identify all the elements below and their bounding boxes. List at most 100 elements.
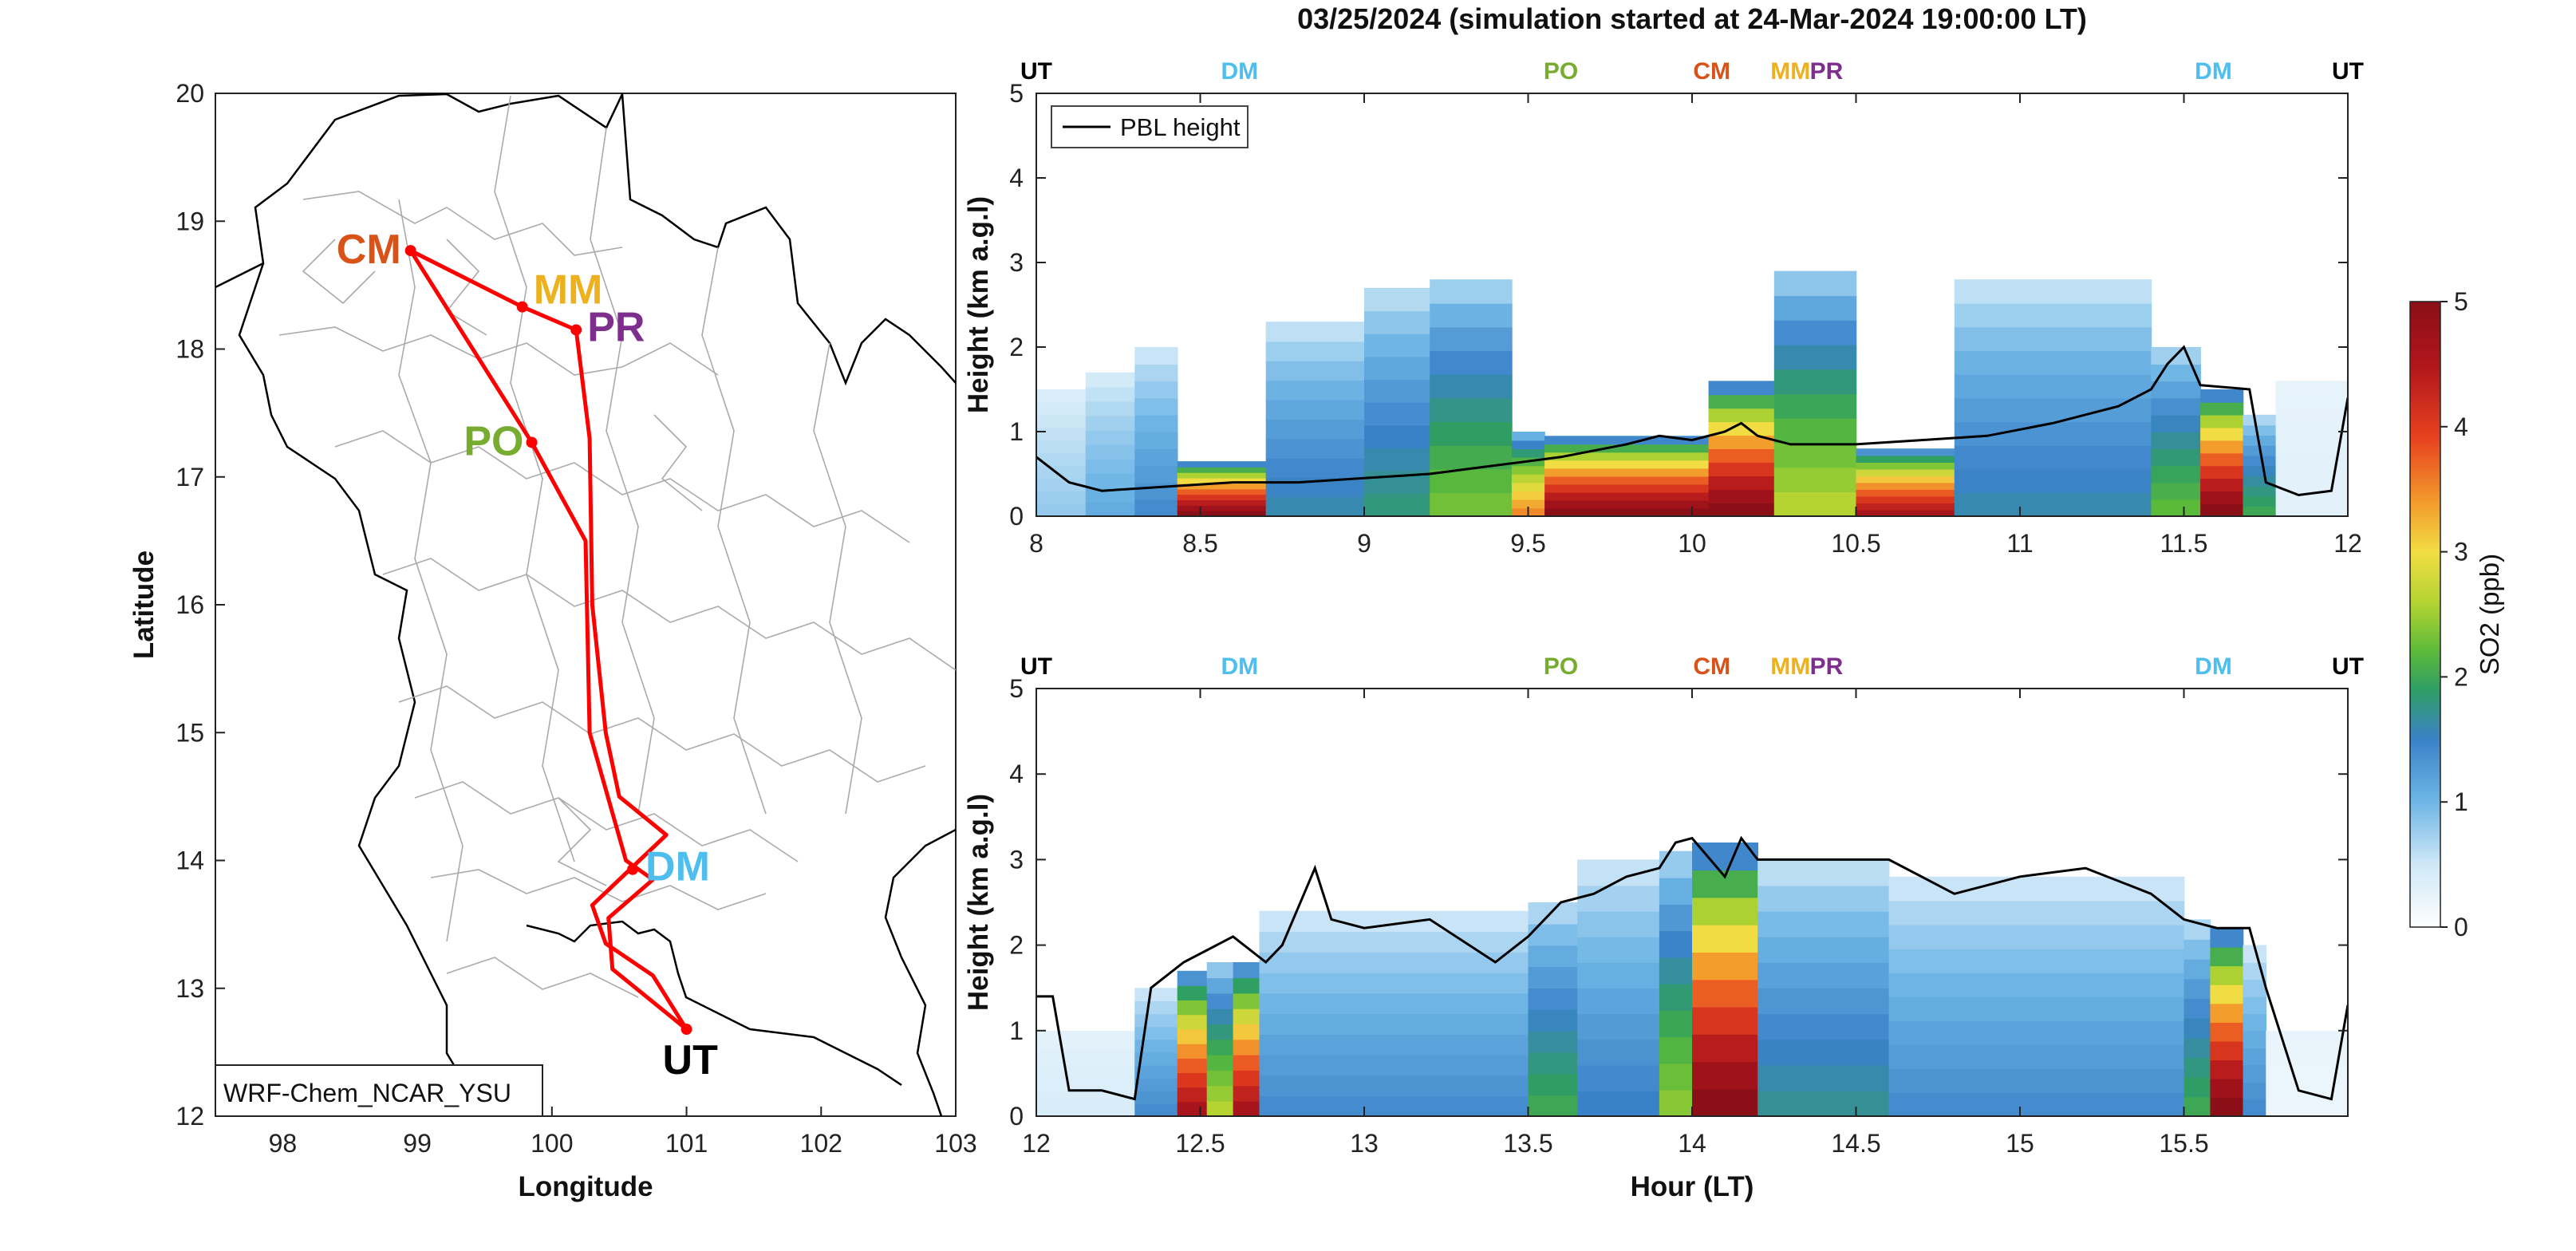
so2-cell [2243, 495, 2277, 507]
so2-cell [1708, 503, 1775, 516]
so2-cell [1954, 279, 2152, 304]
so2-cell [1036, 414, 1087, 428]
so2-cell [1888, 924, 2185, 949]
so2-cell [1954, 350, 2152, 375]
so2-cell [2266, 1073, 2348, 1083]
site-marker-label-pr: PR [1810, 653, 1844, 680]
site-label-mm: MM [534, 267, 603, 314]
so2-cell [1177, 1101, 1208, 1116]
map-xlabel: Longitude [518, 1171, 653, 1202]
so2-cell [2200, 389, 2244, 403]
so2-cell [1177, 985, 1208, 1000]
so2-cell [1177, 1043, 1208, 1059]
so2-cell [1528, 923, 1578, 946]
ytick-label: 5 [1009, 79, 1024, 108]
so2-cell [1708, 462, 1775, 476]
so2-cell [2275, 421, 2348, 436]
so2-cell [1085, 372, 1136, 388]
so2-cell [1430, 397, 1513, 423]
so2-cell [1233, 993, 1260, 1009]
so2-cell [1888, 996, 2185, 1021]
so2-cell [1036, 465, 1087, 479]
so2-cell [1544, 468, 1710, 477]
so2-cell [1856, 448, 1955, 456]
so2-cell [1773, 418, 1857, 444]
so2-cell [2183, 1076, 2211, 1098]
country-border-north [215, 93, 956, 386]
colorbar: 0 1 2 3 4 5 SO2 (ppb) [2409, 287, 2504, 941]
so2-cell [1544, 476, 1710, 485]
so2-cell [2210, 1003, 2244, 1023]
so2-cell [1511, 432, 1545, 441]
so2-cell [1856, 476, 1955, 483]
colorbar-tick-label: 5 [2454, 287, 2468, 316]
so2-cell [1954, 445, 2152, 470]
so2-cell [1233, 1100, 1260, 1116]
colorbar-tick-label: 3 [2454, 538, 2468, 566]
so2-cell [1773, 467, 1857, 492]
site-marker-label-dm: DM [2195, 653, 2232, 680]
colorbar-label: SO2 (ppb) [2475, 554, 2504, 675]
site-marker-ut [680, 1024, 692, 1036]
so2-cell [1954, 468, 2152, 494]
so2-cell [1177, 483, 1267, 490]
so2-cell [2210, 1078, 2244, 1099]
country-border-west [238, 262, 488, 1116]
so2-cell [1085, 415, 1136, 431]
so2-heatmap-2 [1036, 835, 2348, 1116]
map-ytick-label: 15 [176, 718, 204, 747]
panel-2-xlabel: Hour (LT) [1631, 1171, 1754, 1202]
site-marker-label-pr: PR [1810, 58, 1844, 85]
so2-cell [2266, 1099, 2348, 1109]
site-label-ut: UT [663, 1037, 719, 1083]
ytick-label: 3 [1009, 845, 1024, 874]
so2-cell [1757, 910, 1890, 937]
so2-cell [2266, 1039, 2348, 1048]
so2-cell [1134, 1064, 1178, 1079]
so2-cell [1544, 491, 1710, 501]
coastline-gulf [526, 920, 902, 1087]
so2-cell [1692, 952, 1758, 981]
so2-cell [1430, 492, 1513, 516]
so2-cell [1856, 482, 1955, 490]
site-label-po: PO [464, 418, 523, 464]
map-ytick-label: 13 [176, 974, 204, 1003]
so2-cell [1265, 341, 1365, 361]
so2-cell [1085, 472, 1136, 488]
so2-cell [1177, 499, 1267, 506]
so2-cell [1364, 448, 1430, 472]
colorbar-ticks: 0 1 2 3 4 5 [2440, 287, 2468, 941]
so2-cell [2243, 1030, 2267, 1048]
so2-cell [1265, 457, 1365, 479]
site-marker-label-ut: UT [1020, 58, 1052, 85]
so2-cell [2151, 448, 2201, 467]
so2-cell [1259, 910, 1529, 933]
so2-cell [2243, 455, 2277, 467]
so2-cell [1577, 910, 1660, 937]
so2-cell [1692, 1088, 1758, 1116]
so2-cell [1364, 424, 1430, 448]
so2-cell [1085, 386, 1136, 402]
so2-cell [1577, 1064, 1660, 1091]
so2-cell [1085, 444, 1136, 460]
so2-cell [1259, 1013, 1529, 1035]
so2-cell [1177, 1000, 1208, 1016]
so2-cell [1177, 1058, 1208, 1074]
map-ytick-label: 16 [176, 590, 204, 619]
so2-cell [1708, 435, 1775, 449]
so2-cell [2275, 476, 2348, 490]
site-marker-label-po: PO [1544, 653, 1578, 680]
map-xtick-label: 101 [665, 1129, 708, 1158]
so2-cell [1233, 1024, 1260, 1040]
xtick-label: 13.5 [1503, 1129, 1552, 1158]
so2-cell [2151, 381, 2201, 399]
so2-cell [1206, 1008, 1234, 1024]
map-xtick-label: 98 [269, 1129, 298, 1158]
so2-cell [1692, 924, 1758, 953]
so2-cell [1888, 1092, 2185, 1116]
so2-cell [1134, 347, 1178, 365]
site-marker-dm [627, 863, 639, 875]
xtick-label: 12.5 [1175, 1129, 1225, 1158]
